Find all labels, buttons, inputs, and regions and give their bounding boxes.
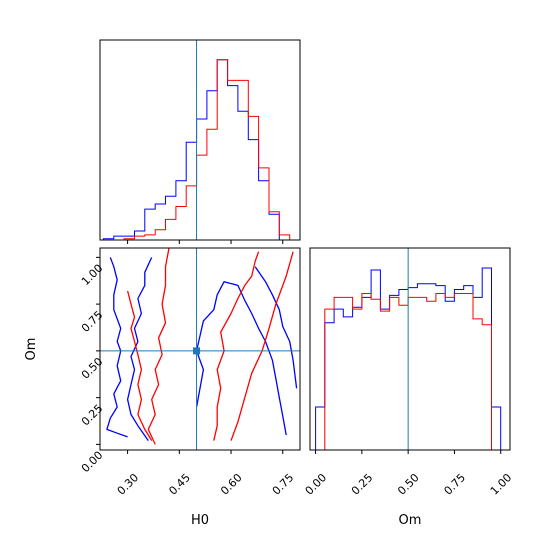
contour-line-blue [106,257,128,438]
h0-om-y-tick-label: 0.25 [79,402,106,429]
h0-om-contour-panel: 0.30 0.45 0.60 0.75 0.00 0.25 0.50 0.75 1.00 H0… [24,247,301,528]
h0-marginal-panel [99,39,301,244]
contour-line-blue [254,266,298,389]
om-marginal-x-tick-label: 1.00 [488,471,515,498]
h0-om-x-tick-label: 0.45 [166,471,193,498]
om-marginal-x-tick-label: 0.25 [349,471,376,498]
h0-om-x-tick-label: 0.30 [115,471,142,498]
h0-om-y-tick-label: 1.00 [79,262,106,289]
contour-line-blue [195,281,287,436]
h0-om-contour-frame [99,247,301,451]
om-marginal-x-tick-label: 0.50 [395,471,422,498]
contour-line-red [213,251,260,441]
h0-om-x-tick-label: 0.60 [218,471,245,498]
om-marginal-frame [309,247,511,451]
h0-marginal-frame [99,39,301,241]
h0-om-y-tick-label: 0.75 [79,308,106,335]
x-axis-label-om: Om [399,513,422,528]
om-marginal-x-tick-label: 0.00 [303,471,330,498]
contour-line-red [230,251,294,441]
om-marginal-x-tick-label: 0.75 [442,471,469,498]
h0-om-y-tick-label: 0.50 [79,355,106,382]
h0-om-x-tick-label: 0.75 [270,471,297,498]
y-axis-label-om: Om [24,338,39,361]
om-marginal-panel: 0.00 0.25 0.50 0.75 1.00 Om [303,247,515,528]
x-axis-label-h0: H0 [191,513,209,528]
contour-line-blue [126,257,153,441]
contour-line-red [147,248,170,445]
contour-line-red [126,290,153,441]
h0-om-y-tick-label: 0.00 [79,449,106,476]
truth-point-marker [193,347,201,355]
